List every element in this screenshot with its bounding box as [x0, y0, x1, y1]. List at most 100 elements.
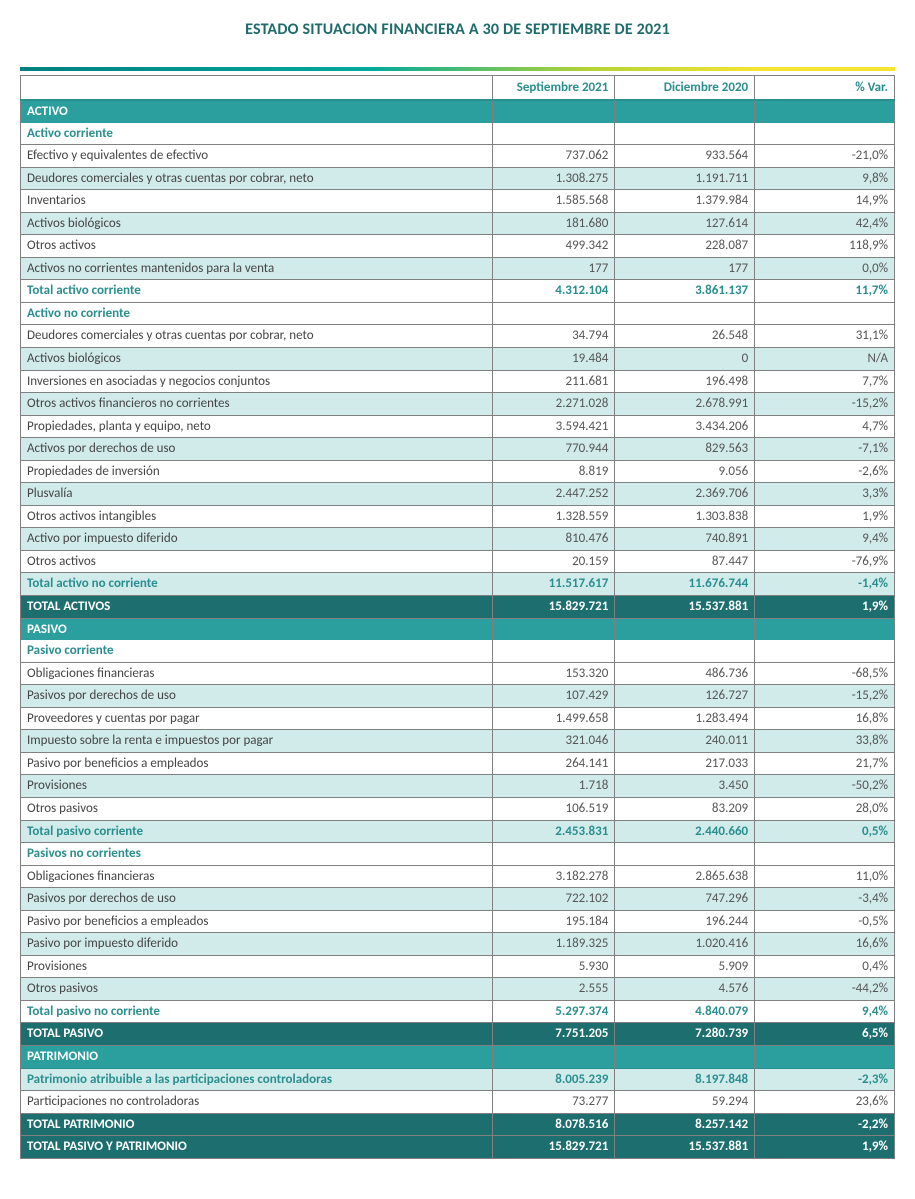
row-label: PASIVO: [21, 618, 493, 640]
table-row: TOTAL ACTIVOS15.829.72115.537.8811,9%: [21, 596, 895, 619]
row-v1: 810.476: [492, 528, 614, 551]
table-row: Total activo no corriente11.517.61711.67…: [21, 573, 895, 596]
table-row: Proveedores y cuentas por pagar1.499.658…: [21, 707, 895, 730]
row-label: Efectivo y equivalentes de efectivo: [21, 145, 493, 168]
row-v2: 9.056: [615, 460, 755, 483]
row-label: Otros activos: [21, 235, 493, 258]
row-label: Pasivo por beneficios a empleados: [21, 910, 493, 933]
row-v2: 1.303.838: [615, 505, 755, 528]
row-v2: 26.548: [615, 325, 755, 348]
row-v2: 217.033: [615, 752, 755, 775]
row-v2: 740.891: [615, 528, 755, 551]
row-label: Deudores comerciales y otras cuentas por…: [21, 167, 493, 190]
row-v1: 211.681: [492, 370, 614, 393]
row-v1: 2.555: [492, 978, 614, 1001]
row-v2: [615, 618, 755, 640]
gradient-bar: [20, 67, 895, 71]
row-pct: [755, 123, 895, 145]
row-pct: -15,2%: [755, 685, 895, 708]
row-v1: 15.829.721: [492, 596, 614, 619]
row-pct: -2,2%: [755, 1113, 895, 1136]
row-pct: 1,9%: [755, 1136, 895, 1159]
row-v2: 747.296: [615, 888, 755, 911]
row-label: Impuesto sobre la renta e impuestos por …: [21, 730, 493, 753]
table-row: Activo corriente: [21, 123, 895, 145]
table-row: PATRIMONIO: [21, 1045, 895, 1068]
row-label: TOTAL PASIVO Y PATRIMONIO: [21, 1136, 493, 1159]
row-v1: 8.078.516: [492, 1113, 614, 1136]
row-pct: [755, 618, 895, 640]
table-row: Total pasivo corriente2.453.8312.440.660…: [21, 820, 895, 843]
row-label: Total pasivo no corriente: [21, 1000, 493, 1023]
table-row: Efectivo y equivalentes de efectivo737.0…: [21, 145, 895, 168]
table-row: Impuesto sobre la renta e impuestos por …: [21, 730, 895, 753]
row-v1: 2.447.252: [492, 483, 614, 506]
row-label: Pasivo corriente: [21, 640, 493, 662]
row-label: Inversiones en asociadas y negocios conj…: [21, 370, 493, 393]
row-v1: 2.453.831: [492, 820, 614, 843]
table-row: Activo por impuesto diferido810.476740.8…: [21, 528, 895, 551]
table-row: Participaciones no controladoras73.27759…: [21, 1091, 895, 1114]
row-v1: [492, 640, 614, 662]
row-v1: 106.519: [492, 797, 614, 820]
page-title: ESTADO SITUACION FINANCIERA A 30 DE SEPT…: [20, 20, 895, 39]
row-v1: 1.189.325: [492, 933, 614, 956]
row-label: Activos no corrientes mantenidos para la…: [21, 257, 493, 280]
table-row: Activos por derechos de uso770.944829.56…: [21, 438, 895, 461]
row-pct: -3,4%: [755, 888, 895, 911]
table-row: ACTIVO: [21, 100, 895, 123]
row-v2: 11.676.744: [615, 573, 755, 596]
table-body: ACTIVO Activo corriente Efectivo y equiv…: [21, 100, 895, 1158]
row-label: Pasivo por beneficios a empleados: [21, 752, 493, 775]
row-v1: 737.062: [492, 145, 614, 168]
row-v1: 73.277: [492, 1091, 614, 1114]
row-pct: 23,6%: [755, 1091, 895, 1114]
row-v2: 1.191.711: [615, 167, 755, 190]
row-pct: -68,5%: [755, 662, 895, 685]
table-row: Pasivos no corrientes: [21, 843, 895, 866]
row-v1: 8.005.239: [492, 1068, 614, 1091]
row-v2: 3.434.206: [615, 415, 755, 438]
row-v1: 1.718: [492, 775, 614, 798]
table-row: Activo no corriente: [21, 302, 895, 325]
table-row: Activos biológicos181.680127.61442,4%: [21, 212, 895, 235]
row-v1: 181.680: [492, 212, 614, 235]
row-label: Propiedades de inversión: [21, 460, 493, 483]
table-row: Obligaciones financieras153.320486.736-6…: [21, 662, 895, 685]
table-row: Pasivo por beneficios a empleados264.141…: [21, 752, 895, 775]
row-label: Otros activos financieros no corrientes: [21, 393, 493, 416]
row-pct: 118,9%: [755, 235, 895, 258]
row-v1: 5.930: [492, 955, 614, 978]
row-label: Otros pasivos: [21, 797, 493, 820]
row-v2: 4.840.079: [615, 1000, 755, 1023]
row-label: Pasivos por derechos de uso: [21, 685, 493, 708]
row-v1: 177: [492, 257, 614, 280]
row-v1: 321.046: [492, 730, 614, 753]
row-label: Obligaciones financieras: [21, 865, 493, 888]
row-label: Deudores comerciales y otras cuentas por…: [21, 325, 493, 348]
row-v2: 2.678.991: [615, 393, 755, 416]
row-v1: 107.429: [492, 685, 614, 708]
row-label: Total activo corriente: [21, 280, 493, 303]
row-v2: 8.257.142: [615, 1113, 755, 1136]
row-pct: 9,8%: [755, 167, 895, 190]
table-row: Obligaciones financieras3.182.2782.865.6…: [21, 865, 895, 888]
table-row: Activos no corrientes mantenidos para la…: [21, 257, 895, 280]
row-v1: 195.184: [492, 910, 614, 933]
table-row: TOTAL PASIVO7.751.2057.280.7396,5%: [21, 1023, 895, 1046]
row-v1: 34.794: [492, 325, 614, 348]
row-v2: 228.087: [615, 235, 755, 258]
row-pct: [755, 640, 895, 662]
row-label: Plusvalía: [21, 483, 493, 506]
table-row: Pasivos por derechos de uso722.102747.29…: [21, 888, 895, 911]
row-pct: -2,3%: [755, 1068, 895, 1091]
table-row: Propiedades de inversión8.8199.056-2,6%: [21, 460, 895, 483]
row-v2: 1.020.416: [615, 933, 755, 956]
table-row: Provisiones5.9305.9090,4%: [21, 955, 895, 978]
row-label: Activo no corriente: [21, 302, 493, 325]
table-row: Pasivo por beneficios a empleados195.184…: [21, 910, 895, 933]
table-row: Total pasivo no corriente5.297.3744.840.…: [21, 1000, 895, 1023]
row-label: Activos biológicos: [21, 212, 493, 235]
row-pct: 11,7%: [755, 280, 895, 303]
row-v1: [492, 100, 614, 123]
